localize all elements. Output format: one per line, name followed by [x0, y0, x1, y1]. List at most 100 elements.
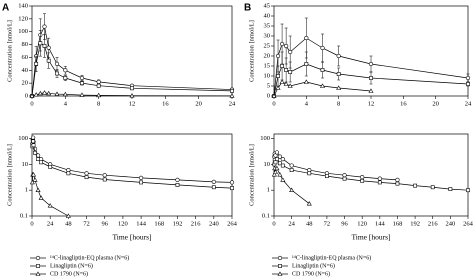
y-tick-label: 100 — [18, 28, 28, 35]
marker — [29, 179, 35, 185]
x-tick-label: 216 — [428, 220, 439, 227]
x-tick-label: 168 — [154, 220, 164, 227]
marker — [307, 167, 312, 173]
marker — [280, 163, 285, 168]
marker — [211, 185, 216, 190]
plot-frame — [273, 133, 469, 217]
marker — [130, 86, 134, 91]
x-tick-label: 48 — [306, 220, 313, 227]
legend-marker — [278, 264, 282, 268]
x-tick-label: 0 — [272, 220, 275, 227]
series-line — [273, 37, 469, 97]
marker — [79, 92, 85, 97]
marker — [29, 93, 35, 98]
marker — [84, 171, 89, 176]
y-axis-label: Concentration [nmol/L] — [248, 20, 255, 82]
x-tick-label: 0 — [30, 100, 33, 107]
marker — [395, 181, 400, 186]
y-tick-label: 10 — [264, 161, 271, 168]
marker — [41, 90, 48, 95]
x-tick-label: 0 — [30, 220, 33, 227]
y-axis-label: Concentration [nmol/L] — [6, 144, 13, 206]
marker — [275, 157, 279, 161]
marker — [54, 91, 60, 96]
marker — [342, 173, 347, 178]
plot-frame — [31, 133, 233, 217]
y-tick-label: 40 — [22, 67, 29, 74]
marker — [287, 83, 293, 88]
marker — [66, 171, 71, 176]
y-tick-label: 20 — [264, 52, 271, 59]
x-tick-label: 48 — [65, 220, 72, 227]
x-tick-label: 8 — [97, 100, 100, 107]
marker — [96, 79, 101, 84]
marker — [129, 93, 135, 98]
marker — [230, 186, 234, 191]
legend-marker — [35, 255, 41, 261]
x-tick-label: 0 — [272, 100, 275, 107]
marker — [63, 68, 68, 73]
marker — [275, 85, 281, 90]
y-tick-label: 80 — [22, 41, 29, 48]
y-tick-label: 35 — [264, 22, 271, 29]
x-tick-label: 192 — [173, 220, 183, 227]
marker — [55, 71, 59, 76]
marker — [96, 92, 102, 98]
legend-marker — [36, 264, 40, 268]
marker — [325, 174, 329, 179]
x-tick-label: 96 — [341, 220, 348, 227]
x-tick-label: 168 — [393, 220, 403, 227]
marker — [84, 175, 89, 180]
marker — [211, 179, 216, 184]
marker — [33, 150, 37, 155]
x-tick-label: 216 — [191, 220, 202, 227]
y-tick-label: 15 — [264, 62, 271, 69]
x-tick-label: 120 — [357, 220, 367, 227]
y-tick-label: 25 — [264, 42, 271, 49]
marker — [277, 161, 282, 166]
y-tick-label: 10 — [264, 72, 271, 79]
marker — [413, 183, 417, 188]
x-tick-label: 12 — [368, 100, 375, 107]
marker — [360, 178, 365, 183]
marker — [229, 180, 235, 185]
x-tick-label: 24 — [47, 220, 54, 227]
marker — [38, 41, 43, 46]
marker — [31, 143, 36, 148]
y-tick-label: 140 — [18, 2, 28, 9]
marker — [307, 171, 312, 176]
legend-marker — [277, 255, 283, 261]
y-axis-label: Concentration [nmol/L] — [248, 144, 255, 206]
marker — [272, 169, 278, 174]
y-tick-label: 45 — [264, 2, 271, 9]
legend-label: Linagliptin (N=6) — [292, 262, 335, 269]
marker — [39, 160, 43, 165]
marker — [65, 213, 71, 218]
marker — [63, 76, 68, 80]
marker — [42, 43, 47, 48]
marker — [369, 76, 373, 80]
marker — [465, 75, 471, 81]
y-tick-label: 0.1 — [20, 212, 28, 219]
marker — [33, 92, 39, 97]
x-tick-label: 192 — [410, 220, 420, 227]
marker — [306, 201, 312, 206]
x-tick-label: 240 — [445, 220, 455, 227]
legend-label: CD 1790 (N=6) — [50, 270, 88, 277]
legend-label: ¹⁴C-linagliptin-EQ plasma (N=6) — [292, 254, 371, 261]
x-tick-label: 24 — [465, 100, 472, 107]
marker — [280, 177, 286, 182]
marker — [271, 93, 277, 98]
marker — [273, 160, 278, 165]
x-tick-label: 4 — [305, 100, 309, 107]
marker — [42, 24, 47, 29]
x-tick-label: 20 — [432, 100, 439, 107]
marker — [284, 68, 289, 72]
marker — [288, 49, 293, 55]
marker — [31, 139, 36, 144]
marker — [175, 177, 180, 183]
y-tick-label: 20 — [22, 80, 29, 87]
marker — [279, 41, 285, 47]
marker — [277, 172, 283, 177]
marker — [46, 90, 52, 96]
